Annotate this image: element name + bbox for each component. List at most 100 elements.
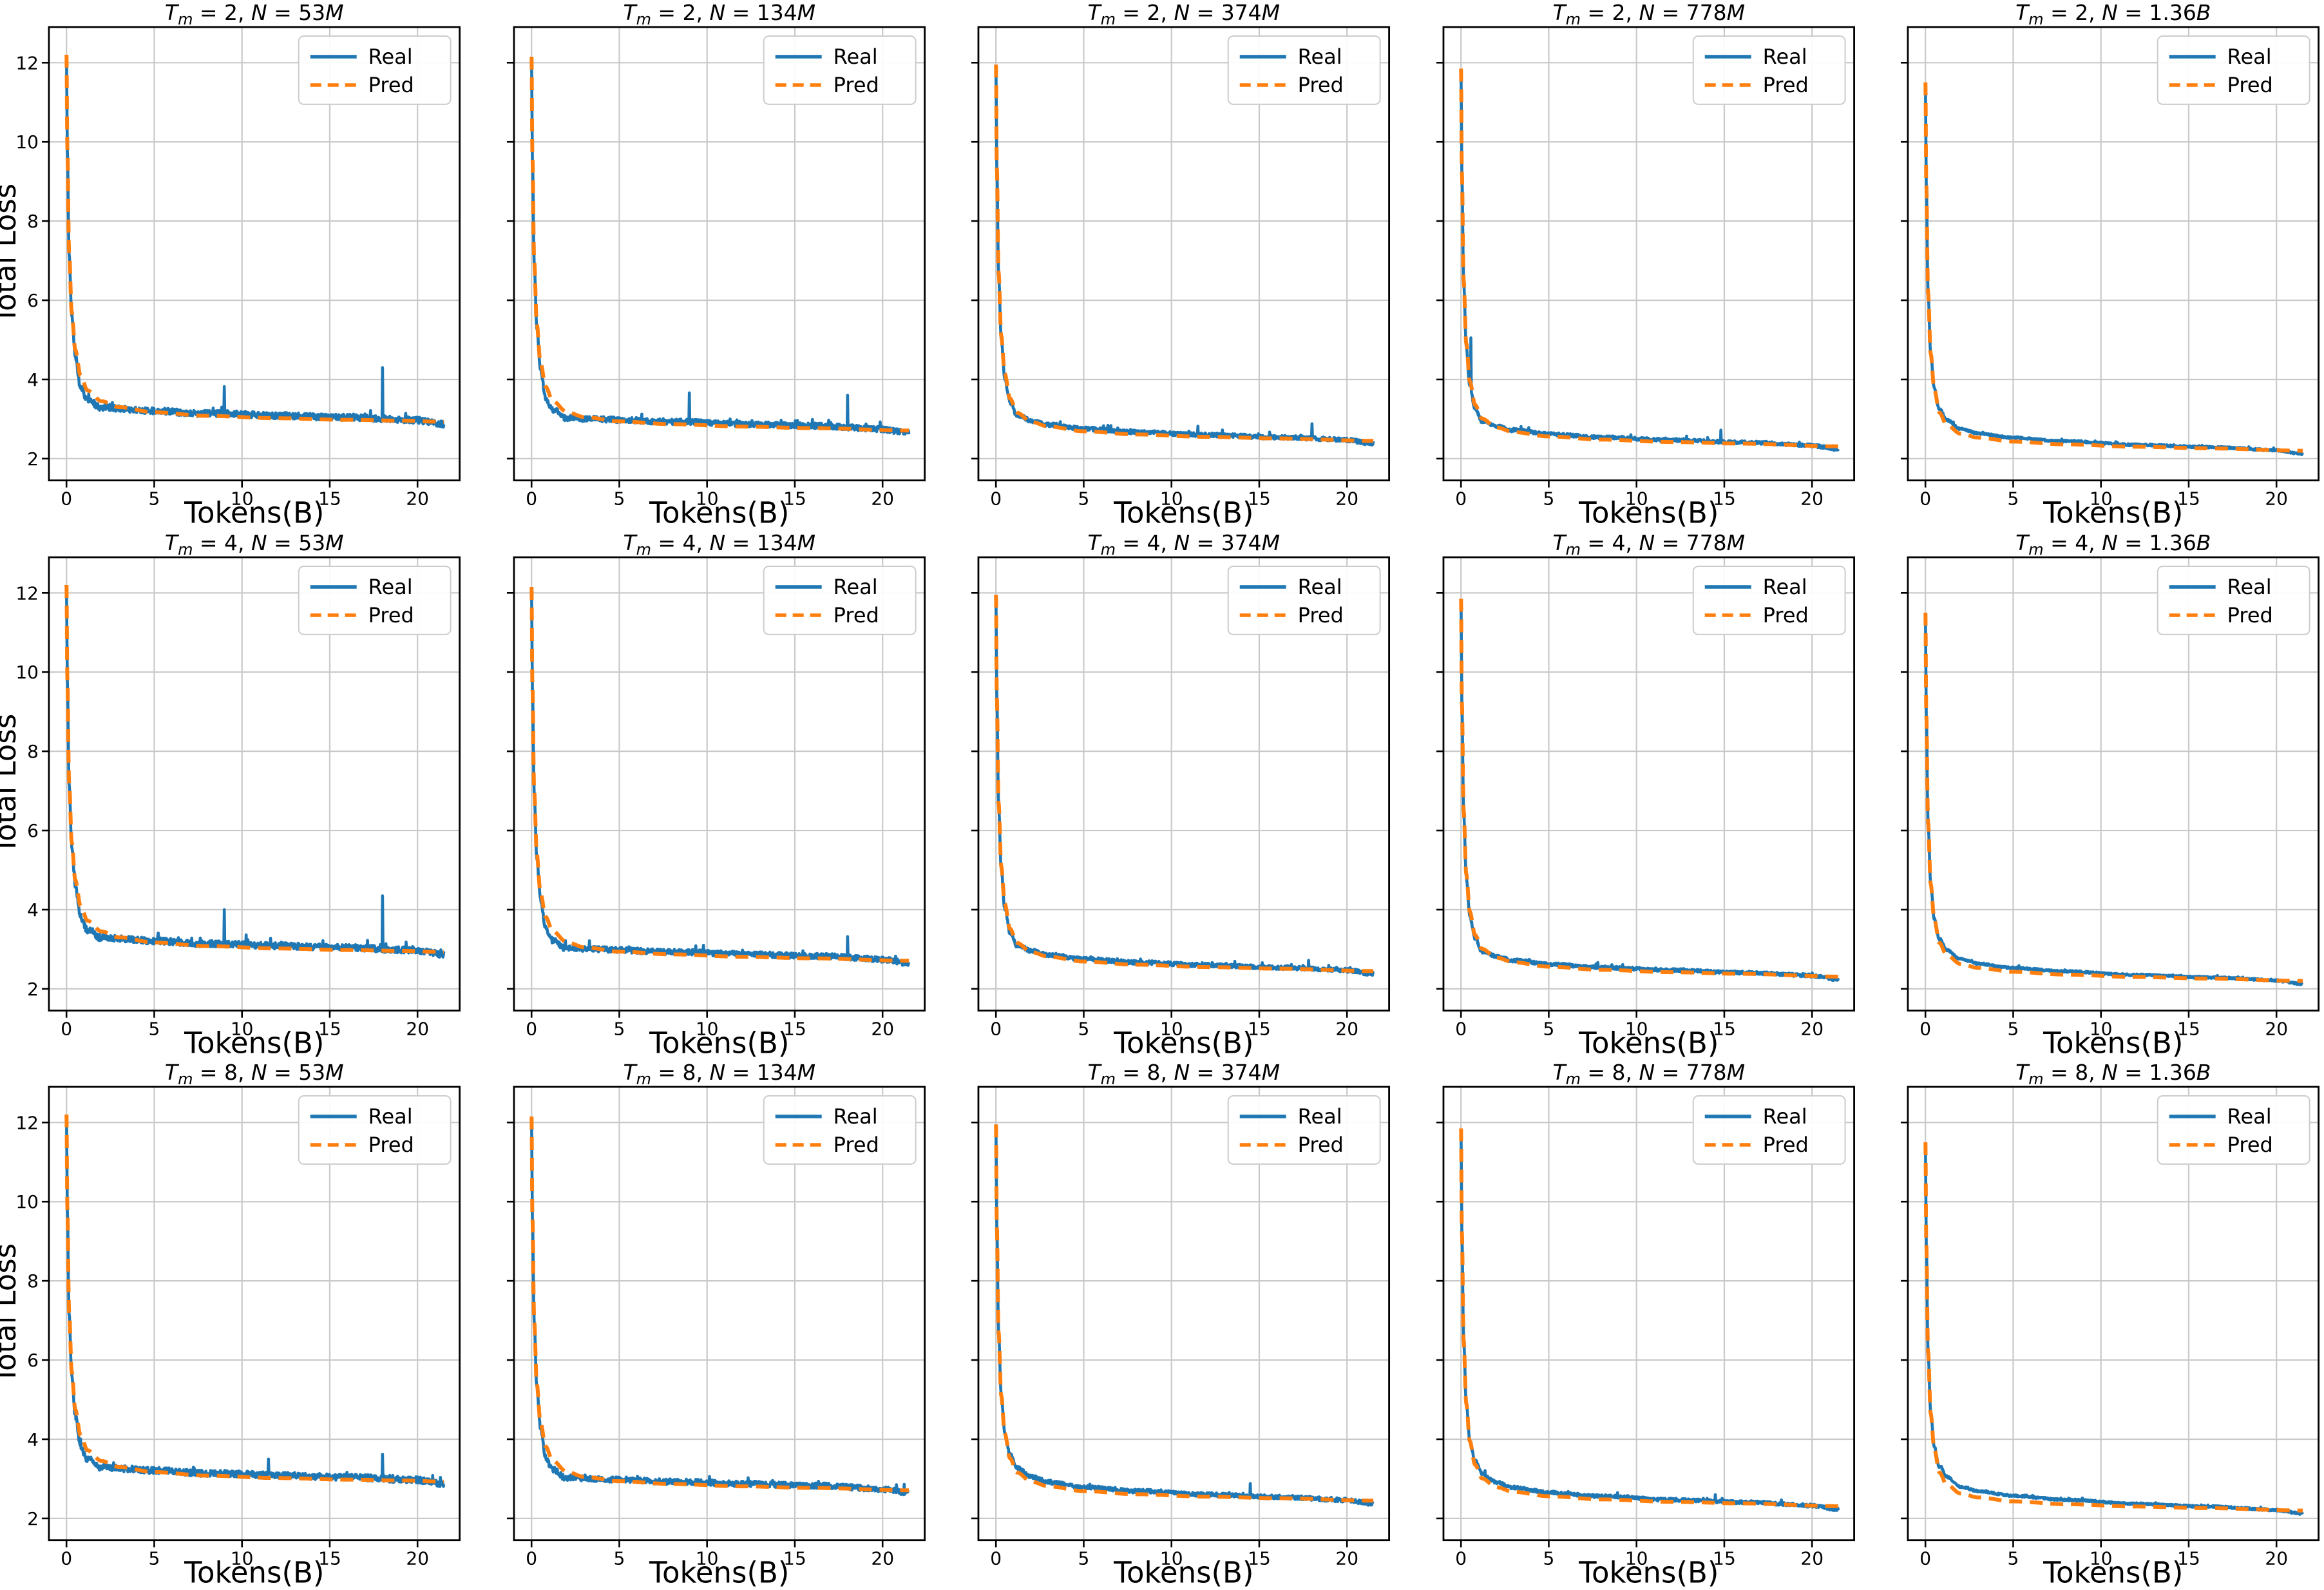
title-fragment: = 4,: [651, 530, 710, 555]
x-axis-label: Tokens(B): [2043, 1026, 2184, 1060]
ticks: [41, 591, 419, 1018]
x-tick-label: 20: [1800, 1018, 1824, 1039]
title-fragment: T: [2016, 1060, 2031, 1085]
pred-curve: [1923, 1140, 2303, 1513]
title-fragment: = 8,: [651, 1060, 710, 1085]
title-fragment: m: [636, 1070, 651, 1088]
x-tick-label: 0: [1455, 488, 1467, 510]
legend-box: [1692, 35, 1846, 105]
plot-canvas: 0 5 10 15 20 Tokens(B) Tm = 4, N = 778M Real Pre…: [1436, 530, 1855, 1060]
plot-canvas: 0 5 10 15 20 Tokens(B) Tm = 8, N = 134M Real Pre…: [506, 1060, 926, 1590]
real-curve: [64, 1115, 446, 1488]
title-fragment: N: [1639, 1060, 1655, 1085]
x-axis-label: Tokens(B): [649, 1556, 789, 1590]
title-fragment: N: [2102, 1060, 2119, 1085]
y-tick-label: 8: [27, 211, 39, 232]
axes-spines: [1907, 26, 2320, 482]
x-tick-label: 20: [871, 1548, 894, 1569]
axes-spines: [48, 1086, 461, 1542]
x-tick-label: 5: [1543, 488, 1554, 510]
legend-label-pred: Pred: [368, 603, 414, 627]
series-group: [529, 55, 910, 436]
plot-canvas: 0 5 10 15 20 Tokens(B) Tm = 2, N = 778M Real Pre…: [1436, 0, 1855, 530]
y-tick-label: 4: [27, 1429, 39, 1450]
title-fragment: = 8,: [2044, 1060, 2102, 1085]
x-tick-label: 10: [1625, 488, 1648, 510]
series-group: [529, 585, 910, 967]
legend-label-real: Real: [833, 1104, 877, 1129]
subplot-panel: 0 5 10 15 20 Tokens(B) Tm = 2, N = 778M Real Pre…: [1395, 0, 1860, 530]
x-tick-label: 5: [613, 1548, 625, 1569]
series-group: [1459, 1127, 1840, 1513]
x-tick-label: 20: [2265, 1548, 2289, 1569]
title-fragment: N: [1639, 530, 1655, 555]
title-fragment: M: [1726, 1060, 1744, 1085]
plot-canvas: 0 5 10 15 20 Tokens(B) Tm = 8, N = 778M Real Pre…: [1436, 1060, 1855, 1590]
real-curve: [529, 1116, 910, 1497]
x-tick-label: 0: [1920, 488, 1932, 510]
title-fragment: m: [1101, 10, 1116, 28]
x-tick-label: 10: [1625, 1548, 1648, 1569]
x-tick-label: 20: [1336, 488, 1359, 510]
x-tick-label: 10: [1625, 1018, 1648, 1039]
series-group: [64, 583, 446, 959]
y-tick-label: 4: [27, 899, 39, 921]
y-tick-label: 12: [15, 582, 39, 604]
x-tick-label: 10: [231, 1548, 254, 1569]
ticks: [1436, 591, 1813, 1018]
legend: Real Pred: [763, 565, 917, 635]
title-fragment: m: [1565, 10, 1580, 28]
real-curve: [1459, 599, 1840, 982]
x-tick-label: 5: [1543, 1548, 1554, 1569]
axes-spines: [977, 1086, 1391, 1542]
ticks: [506, 1122, 884, 1548]
x-tick-label: 5: [1078, 488, 1090, 510]
legend-box: [298, 1095, 452, 1165]
real-curve: [1924, 1142, 2305, 1517]
legend-label-pred: Pred: [1298, 73, 1344, 97]
legend-label-real: Real: [833, 575, 877, 599]
ticks: [971, 591, 1348, 1018]
x-tick-label: 15: [1713, 1018, 1736, 1039]
legend-box: [1692, 565, 1846, 635]
title-fragment: M: [1726, 0, 1744, 25]
legend-label-pred: Pred: [1762, 73, 1808, 97]
title-fragment: = 8,: [1581, 1060, 1639, 1085]
x-tick-label: 5: [149, 1018, 160, 1039]
x-tick-label: 5: [613, 488, 625, 510]
x-axis-label: Tokens(B): [649, 1026, 789, 1060]
title-fragment: = 778: [1655, 530, 1727, 555]
pred-curve: [1923, 611, 2303, 983]
legend: Real Pred: [763, 1095, 917, 1165]
y-tick-label: 6: [27, 290, 39, 311]
y-tick-label: 10: [15, 662, 39, 683]
pred-curve: [529, 55, 909, 433]
legend-box: [298, 565, 452, 635]
title-fragment: T: [165, 530, 180, 555]
y-tick-label: 6: [27, 820, 39, 841]
x-tick-label: 15: [1713, 1548, 1736, 1569]
x-tick-label: 0: [990, 1548, 1002, 1569]
x-tick-label: 10: [2090, 488, 2113, 510]
title-fragment: T: [1552, 0, 1567, 25]
x-tick-label: 15: [318, 1018, 341, 1039]
x-axis-label: Tokens(B): [1113, 1026, 1253, 1060]
title-fragment: = 2,: [1116, 0, 1174, 25]
title-fragment: = 134: [725, 530, 797, 555]
series-group: [1923, 81, 2305, 457]
title-fragment: N: [2102, 0, 2119, 25]
pred-curve: [64, 53, 444, 424]
legend: Real Pred: [1692, 565, 1846, 635]
title-fragment: M: [1262, 1060, 1280, 1085]
title-fragment: T: [623, 530, 638, 555]
title-fragment: m: [1101, 541, 1116, 559]
x-tick-label: 20: [871, 1018, 894, 1039]
y-tick-label: 6: [27, 1350, 39, 1371]
y-tick-label: 2: [27, 448, 39, 470]
legend-label-pred: Pred: [1762, 603, 1808, 627]
plot-canvas: 0 5 10 15 20 Tokens(B) Tm = 4, N = 374M Real Pre…: [971, 530, 1391, 1060]
title-fragment: = 374: [1190, 0, 1262, 25]
legend-box: [763, 35, 917, 105]
real-curve: [1459, 1128, 1840, 1513]
